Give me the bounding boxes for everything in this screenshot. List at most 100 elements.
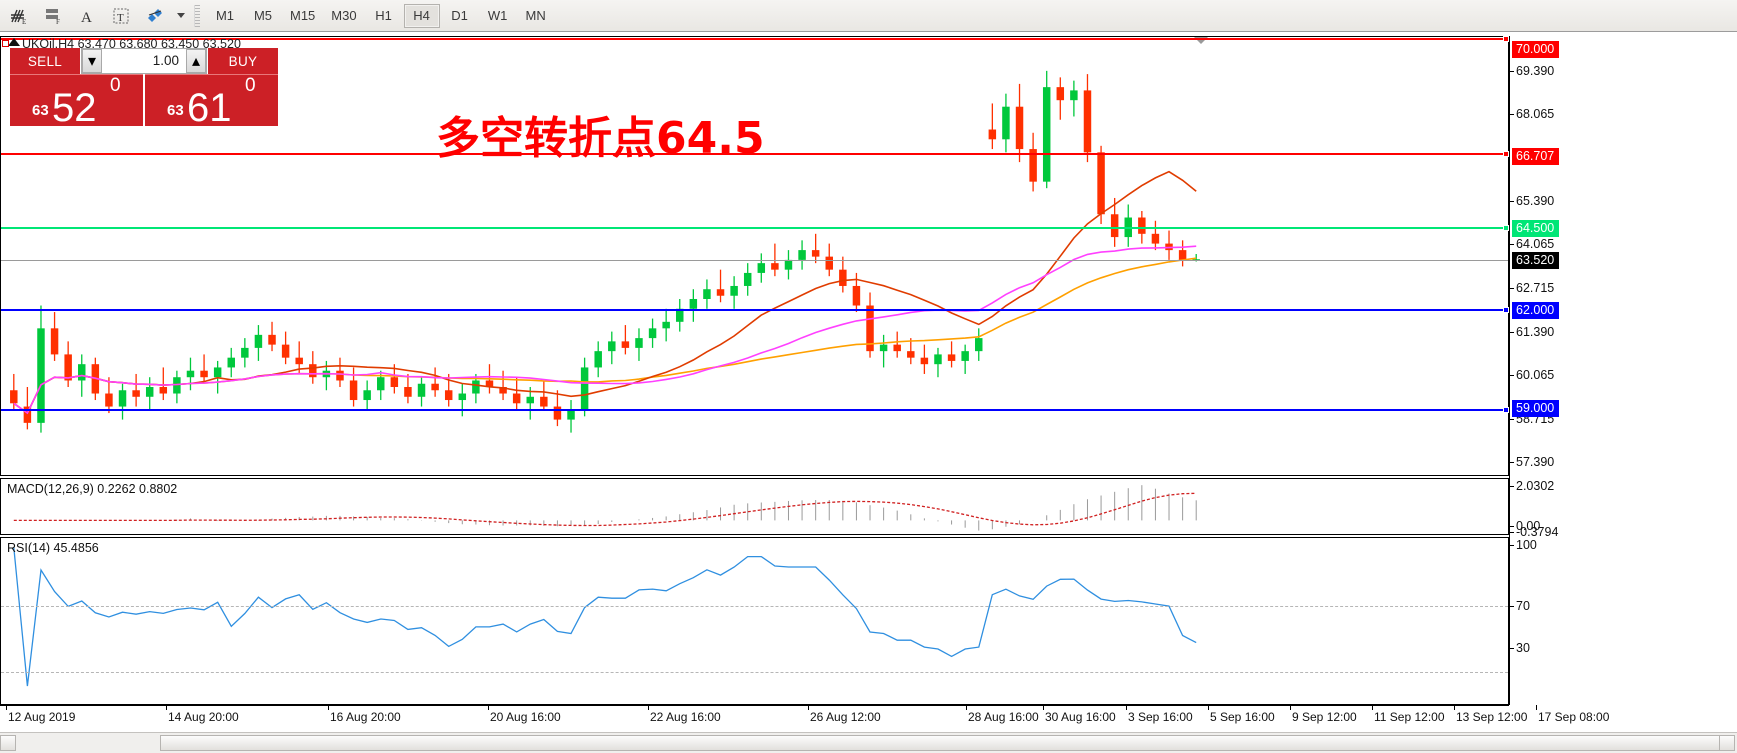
volume-down-button[interactable]: ▾ [82, 49, 102, 73]
level-line-66707[interactable] [1, 151, 1509, 157]
trade-panel-quotes: 63 52 0 63 61 0 [10, 74, 278, 130]
time-tick [808, 705, 809, 710]
time-tick [1290, 705, 1291, 710]
level-line-64500[interactable] [1, 225, 1509, 231]
sell-price-prefix: 63 [32, 102, 49, 119]
time-tick [1126, 705, 1127, 710]
time-label: 12 Aug 2019 [8, 710, 76, 724]
svg-text:A: A [81, 10, 92, 26]
rsi-pane[interactable]: RSI(14) 45.4856 [0, 537, 1509, 705]
timeframe-button-m5[interactable]: M5 [253, 8, 273, 23]
svg-text:E: E [22, 18, 26, 26]
symbol-drag-handle[interactable] [2, 40, 9, 47]
rsi-caption: RSI(14) 45.4856 [7, 541, 99, 555]
level-line-70000[interactable] [1, 36, 1509, 42]
toolbar-separator [194, 4, 200, 27]
time-tick [1208, 705, 1209, 710]
timeframe-button-m15[interactable]: M15 [290, 8, 316, 23]
level-line-62000[interactable] [1, 307, 1509, 313]
scroll-right-button[interactable] [1719, 735, 1735, 751]
rsi-tick-30: 30 [1510, 641, 1530, 655]
time-label: 5 Sep 16:00 [1210, 710, 1275, 724]
timeframe-button-mn[interactable]: MN [525, 8, 546, 23]
price-pane[interactable] [0, 36, 1509, 476]
price-tick-65-390: 65.390 [1509, 194, 1555, 209]
price-tag-70-000[interactable]: 70.000 [1512, 41, 1560, 59]
price-scale[interactable]: 69.390 68.065 65.390 64.065 62.715 61.390 60.0… [1509, 36, 1737, 705]
one-click-trading-panel[interactable]: SELL ▾ 1.00 ▴ BUY 63 52 0 63 61 0 [10, 48, 278, 130]
macd-pane[interactable]: MACD(12,26,9) 0.2262 0.8802 [0, 478, 1509, 535]
price-tick-68-065: 68.065 [1509, 107, 1555, 122]
time-axis: 12 Aug 2019 14 Aug 20:00 16 Aug 20:00 20 Au… [0, 705, 1609, 727]
scroll-thumb[interactable] [160, 735, 1730, 751]
time-tick [648, 705, 649, 710]
trade-panel-top-row: SELL ▾ 1.00 ▴ BUY [10, 48, 278, 74]
time-tick [6, 705, 7, 710]
volume-stepper[interactable]: ▾ 1.00 ▴ [81, 48, 207, 74]
time-label: 9 Sep 12:00 [1292, 710, 1357, 724]
price-tag-64-500[interactable]: 64.500 [1512, 220, 1560, 238]
macd-caption: MACD(12,26,9) 0.2262 0.8802 [7, 482, 178, 496]
price-tick-69-390: 69.390 [1509, 63, 1555, 78]
time-label: 30 Aug 16:00 [1045, 710, 1116, 724]
volume-up-button[interactable]: ▴ [186, 49, 206, 73]
scroll-left-button[interactable] [0, 735, 16, 751]
time-label: 22 Aug 16:00 [650, 710, 721, 724]
price-tag-59-000[interactable]: 59.000 [1512, 399, 1560, 417]
objects-dropdown-caret-icon[interactable] [174, 3, 188, 29]
price-tick-62-715: 62.715 [1509, 281, 1555, 296]
price-tick-57-390: 57.390 [1509, 455, 1555, 470]
timeframe-button-h4[interactable]: H4 [403, 3, 440, 28]
time-label: 3 Sep 16:00 [1128, 710, 1193, 724]
macd-tick-000: 0.00 [1509, 519, 1541, 533]
volume-input[interactable]: 1.00 [102, 49, 186, 73]
chart-container[interactable]: UKOil,H4 63.470 63.680 63.450 63.520 SEL… [0, 32, 1737, 732]
time-tick [166, 705, 167, 710]
timeframe-group: M1 M5 M15 M30 H1 H4 D1 W1 MN [206, 3, 555, 28]
rsi-level-70 [1, 606, 1508, 607]
text-label-icon[interactable]: T [106, 3, 136, 29]
rsi-level-30 [1, 672, 1508, 673]
time-label: 26 Aug 12:00 [810, 710, 881, 724]
indicators-icon[interactable]: E [4, 3, 34, 29]
sell-price-big: 52 [52, 86, 97, 130]
time-label: 17 Sep 08:00 [1538, 710, 1610, 724]
sell-button[interactable]: SELL [10, 48, 80, 74]
rsi-series [13, 547, 1197, 687]
time-label: 16 Aug 20:00 [330, 710, 401, 724]
grid-icon[interactable]: F [38, 3, 68, 29]
sell-price-quote[interactable]: 63 52 0 [10, 74, 143, 130]
price-tick-60-065: 60.065 [1509, 367, 1555, 382]
price-tick-64-065: 64.065 [1509, 237, 1555, 252]
time-tick [328, 705, 329, 710]
chart-top-marker-icon [1194, 37, 1208, 44]
text-tool-icon[interactable]: A [72, 3, 102, 29]
time-tick [488, 705, 489, 710]
time-tick [1372, 705, 1373, 710]
level-line-59000[interactable] [1, 407, 1509, 413]
objects-icon[interactable] [140, 3, 170, 29]
timeframe-button-m1[interactable]: M1 [215, 8, 235, 23]
buy-price-sup: 0 [245, 75, 256, 96]
price-tag-63-520[interactable]: 63.520 [1512, 252, 1560, 270]
price-tag-62-000[interactable]: 62.000 [1512, 301, 1560, 319]
time-tick [1454, 705, 1455, 710]
symbol-arrow-icon [8, 38, 20, 46]
svg-text:T: T [117, 12, 124, 24]
horizontal-scrollbar[interactable] [0, 732, 1737, 753]
timeframe-button-w1[interactable]: W1 [487, 8, 508, 23]
timeframe-button-m30[interactable]: M30 [331, 8, 357, 23]
macd-tick-20302: 2.0302 [1509, 479, 1555, 493]
time-label: 20 Aug 16:00 [490, 710, 561, 724]
timeframe-button-h1[interactable]: H1 [375, 8, 392, 23]
price-tag-66-707[interactable]: 66.707 [1512, 148, 1560, 166]
macd-tick-03794: -0.3794 [1509, 525, 1559, 539]
buy-button[interactable]: BUY [208, 48, 278, 74]
timeframe-button-d1[interactable]: D1 [451, 8, 468, 23]
time-label: 11 Sep 12:00 [1374, 710, 1445, 724]
buy-price-quote[interactable]: 63 61 0 [145, 74, 278, 128]
sell-price-sup: 0 [110, 75, 121, 96]
chart-annotation-text[interactable]: 多空转折点64.5 [436, 113, 765, 164]
time-tick [966, 705, 967, 710]
time-label: 28 Aug 16:00 [968, 710, 1039, 724]
